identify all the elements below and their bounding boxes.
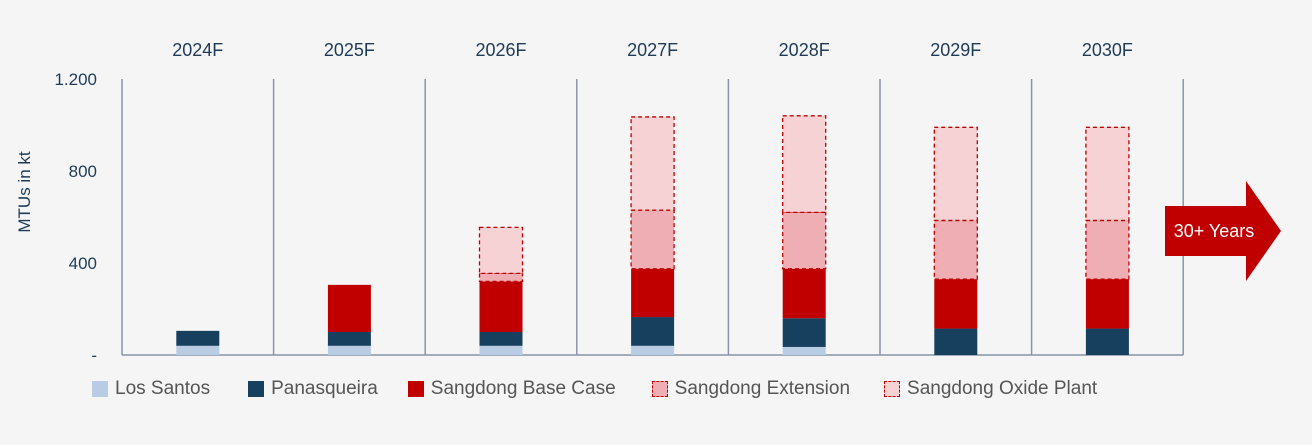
legend: Los Santos Panasqueira Sangdong Base Case S… [92, 378, 1097, 400]
legend-swatch [884, 381, 901, 397]
category-label: 2029F [930, 40, 981, 60]
legend-swatch [407, 381, 424, 397]
arrow-icon [1165, 181, 1281, 281]
bar-segment [933, 126, 978, 222]
category-label: 2026F [475, 40, 526, 60]
category-label: 2027F [627, 40, 678, 60]
legend-item: Sangdong Base Case [407, 378, 616, 400]
legend-label: Sangdong Extension [674, 378, 851, 399]
bar-segment [782, 346, 826, 355]
bar-segment [782, 318, 826, 347]
bar-segment [1085, 279, 1129, 329]
bar-segment [782, 115, 827, 214]
legend-label: Los Santos [115, 378, 211, 399]
legend-item: Sangdong Extension [651, 378, 851, 400]
legend-swatch [92, 381, 108, 397]
legend-item: Panasqueira [248, 378, 378, 400]
bar-segment [631, 317, 675, 346]
bar-segment [327, 284, 371, 332]
bar-segment [478, 272, 524, 283]
bar-segment [934, 279, 978, 329]
y-tick-label: 400 [69, 254, 97, 273]
bar-segment [631, 268, 675, 318]
legend-label: Sangdong Base Case [430, 378, 616, 399]
y-tick-label: - [91, 346, 97, 365]
category-label: 2028F [779, 40, 830, 60]
legend-swatch [651, 381, 668, 397]
bar-segment [478, 226, 524, 275]
y-tick-label: 1.200 [54, 70, 97, 89]
bar-segment [782, 268, 826, 319]
y-axis-label: MTUs in kt [15, 151, 34, 233]
legend-swatch [248, 381, 265, 397]
bar-segment [1085, 126, 1130, 222]
bar-segment [631, 345, 675, 355]
bar-segment [479, 281, 523, 332]
bar-segment [176, 330, 220, 346]
category-label: 2030F [1082, 40, 1133, 60]
y-tick-label: 800 [69, 162, 97, 181]
bar-segment [630, 209, 675, 270]
legend-label: Sangdong Oxide Plant [907, 378, 1098, 399]
bar-segment [1085, 219, 1130, 280]
bar-segment [327, 332, 371, 346]
bar-segment [327, 345, 371, 355]
category-label: 2024F [172, 40, 223, 60]
bar-segment [782, 211, 827, 270]
arrow-label: 30+ Years [1173, 220, 1255, 241]
legend-item: Los Santos [92, 378, 210, 400]
bar-segment [479, 345, 523, 355]
legend-item: Sangdong Oxide Plant [884, 378, 1097, 400]
bar-segment [1085, 328, 1129, 355]
bar-segment [630, 116, 675, 211]
bar-segment [479, 332, 523, 346]
bar-segment [176, 345, 220, 355]
category-label: 2025F [324, 40, 375, 60]
bar-segment [934, 328, 978, 355]
bar-segment [933, 219, 978, 280]
legend-label: Panasqueira [271, 378, 378, 399]
